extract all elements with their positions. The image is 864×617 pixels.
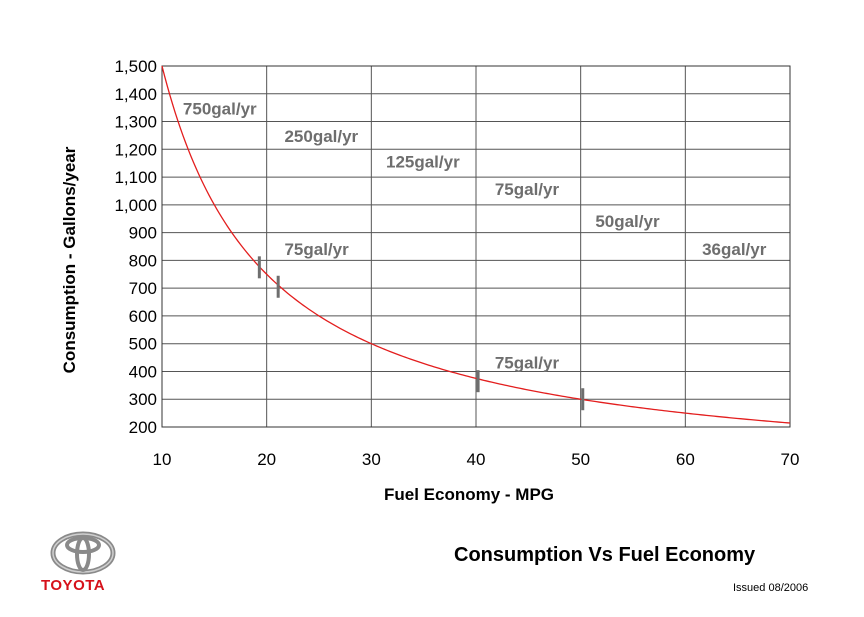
savings-annotation: 125gal/yr (386, 153, 460, 172)
x-axis-title: Fuel Economy - MPG (384, 485, 554, 504)
y-tick-label: 800 (129, 251, 157, 270)
issued-date: Issued 08/2006 (733, 582, 809, 594)
savings-annotation: 75gal/yr (495, 354, 560, 373)
x-tick-label: 60 (676, 450, 695, 469)
markers (257, 256, 585, 411)
x-tick-label: 20 (257, 450, 276, 469)
y-tick-label: 300 (129, 390, 157, 409)
y-tick-label: 1,300 (114, 113, 157, 132)
toyota-wordmark: TOYOTA (41, 577, 106, 594)
y-tick-label: 1,500 (114, 57, 157, 76)
x-tick-label: 40 (467, 450, 486, 469)
y-tick-label: 900 (129, 224, 157, 243)
grid (161, 65, 791, 428)
x-axis-ticks: 10 20 30 40 50 60 70 (153, 450, 800, 469)
y-tick-label: 1,100 (114, 168, 157, 187)
x-tick-label: 10 (153, 450, 172, 469)
chart-title: Consumption Vs Fuel Economy (454, 544, 756, 566)
y-tick-label: 1,200 (114, 140, 157, 159)
y-tick-label: 500 (129, 335, 157, 354)
savings-annotation: 50gal/yr (595, 212, 660, 231)
savings-annotation: 75gal/yr (495, 180, 560, 199)
consumption-chart: 750gal/yr 250gal/yr 125gal/yr 75gal/yr 50gal… (60, 57, 800, 504)
y-tick-label: 700 (129, 279, 157, 298)
x-tick-label: 30 (362, 450, 381, 469)
consumption-curve (161, 65, 791, 424)
y-axis-ticks: 200 300 400 500 600 700 800 900 1,000 1,100 1,200 1… (114, 57, 157, 437)
y-tick-label: 400 (129, 362, 157, 381)
savings-annotation: 36gal/yr (702, 240, 767, 259)
y-axis-title: Consumption - Gallons/year (60, 146, 79, 373)
toyota-logo-icon (50, 531, 116, 575)
y-tick-label: 600 (129, 307, 157, 326)
curve-layer (161, 65, 791, 424)
y-tick-label: 1,000 (114, 196, 157, 215)
annotations: 750gal/yr 250gal/yr 125gal/yr 75gal/yr 50gal… (183, 99, 767, 372)
plot-frame (161, 65, 791, 428)
y-tick-label: 1,400 (114, 85, 157, 104)
x-tick-label: 50 (571, 450, 590, 469)
y-tick-label: 200 (129, 418, 157, 437)
savings-annotation: 75gal/yr (284, 240, 349, 259)
savings-annotation: 750gal/yr (183, 99, 257, 118)
x-tick-label: 70 (781, 450, 800, 469)
savings-annotation: 250gal/yr (284, 127, 358, 146)
